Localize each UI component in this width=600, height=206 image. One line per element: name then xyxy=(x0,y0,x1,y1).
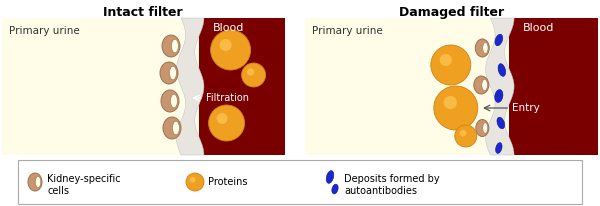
Text: Filtration: Filtration xyxy=(206,93,249,103)
Circle shape xyxy=(220,39,232,51)
Ellipse shape xyxy=(161,90,179,112)
Ellipse shape xyxy=(474,76,489,94)
Ellipse shape xyxy=(332,184,338,194)
Circle shape xyxy=(247,68,254,76)
Circle shape xyxy=(455,125,477,147)
Circle shape xyxy=(209,105,245,141)
Circle shape xyxy=(460,130,466,137)
Ellipse shape xyxy=(173,121,179,135)
Circle shape xyxy=(434,86,478,130)
Ellipse shape xyxy=(163,117,181,139)
Text: Proteins: Proteins xyxy=(208,177,248,187)
FancyBboxPatch shape xyxy=(18,160,582,204)
Polygon shape xyxy=(485,18,514,155)
Text: Intact filter: Intact filter xyxy=(103,6,183,19)
Ellipse shape xyxy=(482,80,487,91)
Ellipse shape xyxy=(172,39,178,53)
Circle shape xyxy=(440,54,452,66)
Text: Primary urine: Primary urine xyxy=(312,26,383,36)
Ellipse shape xyxy=(170,66,176,80)
Text: Entry: Entry xyxy=(512,103,540,113)
Ellipse shape xyxy=(483,42,488,54)
Polygon shape xyxy=(199,18,285,155)
Circle shape xyxy=(211,30,251,70)
Ellipse shape xyxy=(496,143,502,153)
Bar xyxy=(199,18,285,155)
Ellipse shape xyxy=(28,173,42,191)
Ellipse shape xyxy=(476,119,489,137)
Circle shape xyxy=(242,63,266,87)
Circle shape xyxy=(190,177,196,183)
Ellipse shape xyxy=(483,123,488,133)
Ellipse shape xyxy=(162,35,180,57)
Ellipse shape xyxy=(497,117,505,129)
Circle shape xyxy=(186,173,204,191)
Ellipse shape xyxy=(170,94,178,108)
Ellipse shape xyxy=(495,34,503,46)
Polygon shape xyxy=(509,18,598,155)
Bar xyxy=(305,18,509,155)
Ellipse shape xyxy=(326,171,334,183)
Ellipse shape xyxy=(475,39,490,57)
Circle shape xyxy=(444,96,457,109)
Bar xyxy=(2,18,199,155)
Text: Blood: Blood xyxy=(523,23,554,33)
Text: Damaged filter: Damaged filter xyxy=(400,6,505,19)
Bar xyxy=(509,18,598,155)
Circle shape xyxy=(217,113,227,124)
Ellipse shape xyxy=(35,176,41,188)
Text: Kidney-specific
cells: Kidney-specific cells xyxy=(47,174,121,196)
Ellipse shape xyxy=(160,62,178,84)
Text: Blood: Blood xyxy=(212,23,244,33)
Text: Deposits formed by
autoantibodies: Deposits formed by autoantibodies xyxy=(344,174,440,196)
Ellipse shape xyxy=(495,90,503,102)
Ellipse shape xyxy=(498,64,506,76)
Text: Primary urine: Primary urine xyxy=(9,26,80,36)
Polygon shape xyxy=(176,18,204,155)
Circle shape xyxy=(431,45,471,85)
